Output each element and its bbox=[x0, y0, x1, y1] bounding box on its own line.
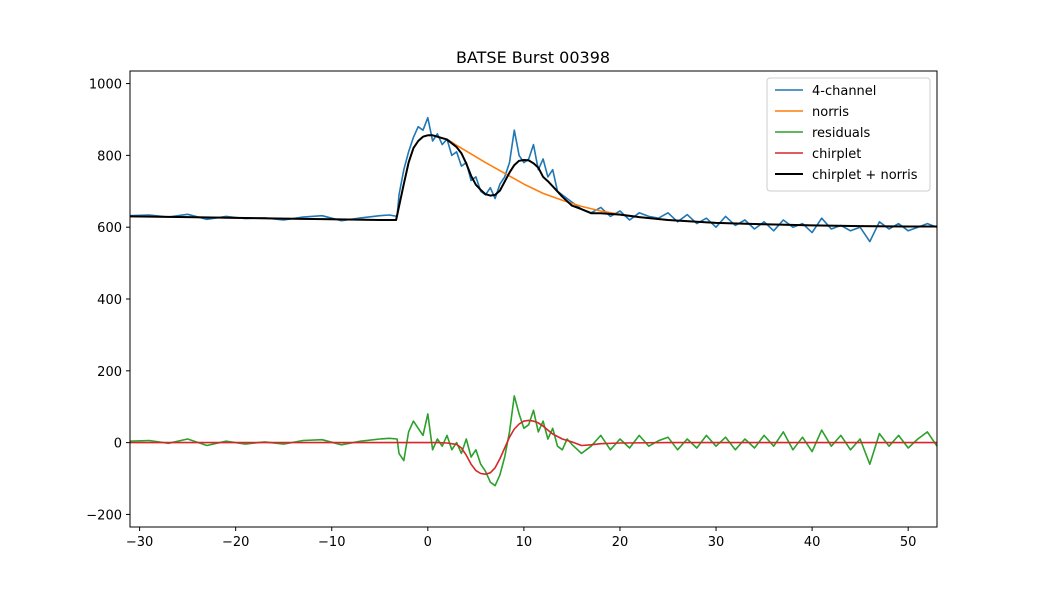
y-tick-label: 400 bbox=[97, 293, 122, 308]
series-line-2 bbox=[129, 395, 938, 487]
x-tick-label: 30 bbox=[708, 535, 725, 550]
series-line-3 bbox=[130, 419, 937, 475]
y-tick-label: 200 bbox=[97, 365, 122, 380]
x-tick-label: 40 bbox=[804, 535, 821, 550]
y-tick-label: 800 bbox=[97, 149, 122, 164]
y-tick-label: 0 bbox=[114, 437, 122, 452]
y-tick-label: −200 bbox=[86, 508, 122, 523]
legend-box bbox=[766, 77, 931, 192]
x-axis: −30 −20 −10 0 10 20 30 40 50 bbox=[126, 527, 917, 550]
series-line-4 bbox=[129, 134, 937, 228]
legend-label: chirplet + norris bbox=[812, 168, 918, 183]
legend-label: norris bbox=[812, 105, 849, 120]
y-tick-label: 600 bbox=[97, 221, 122, 236]
legend-label: 4-channel bbox=[812, 84, 876, 99]
y-tick-label: 1000 bbox=[89, 78, 122, 93]
x-tick-label: −30 bbox=[126, 535, 153, 550]
x-tick-label: 0 bbox=[424, 535, 432, 550]
legend: 4-channel norris residuals chirplet chirplet… bbox=[766, 77, 931, 192]
x-tick-label: 10 bbox=[516, 535, 533, 550]
y-axis: −200 0 200 400 600 800 1000 bbox=[86, 78, 130, 523]
x-tick-label: −10 bbox=[318, 535, 345, 550]
x-tick-label: 20 bbox=[612, 535, 629, 550]
x-tick-label: 50 bbox=[900, 535, 917, 550]
chart-title: BATSE Burst 00398 bbox=[456, 48, 610, 67]
legend-label: residuals bbox=[812, 126, 871, 141]
x-tick-label: −20 bbox=[222, 535, 249, 550]
legend-label: chirplet bbox=[812, 147, 861, 162]
series-layer bbox=[129, 116, 938, 487]
